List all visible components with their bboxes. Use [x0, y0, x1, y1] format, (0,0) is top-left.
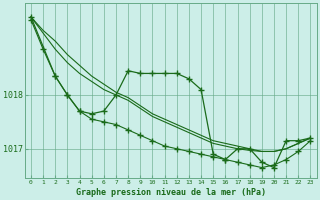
X-axis label: Graphe pression niveau de la mer (hPa): Graphe pression niveau de la mer (hPa) [76, 188, 266, 197]
